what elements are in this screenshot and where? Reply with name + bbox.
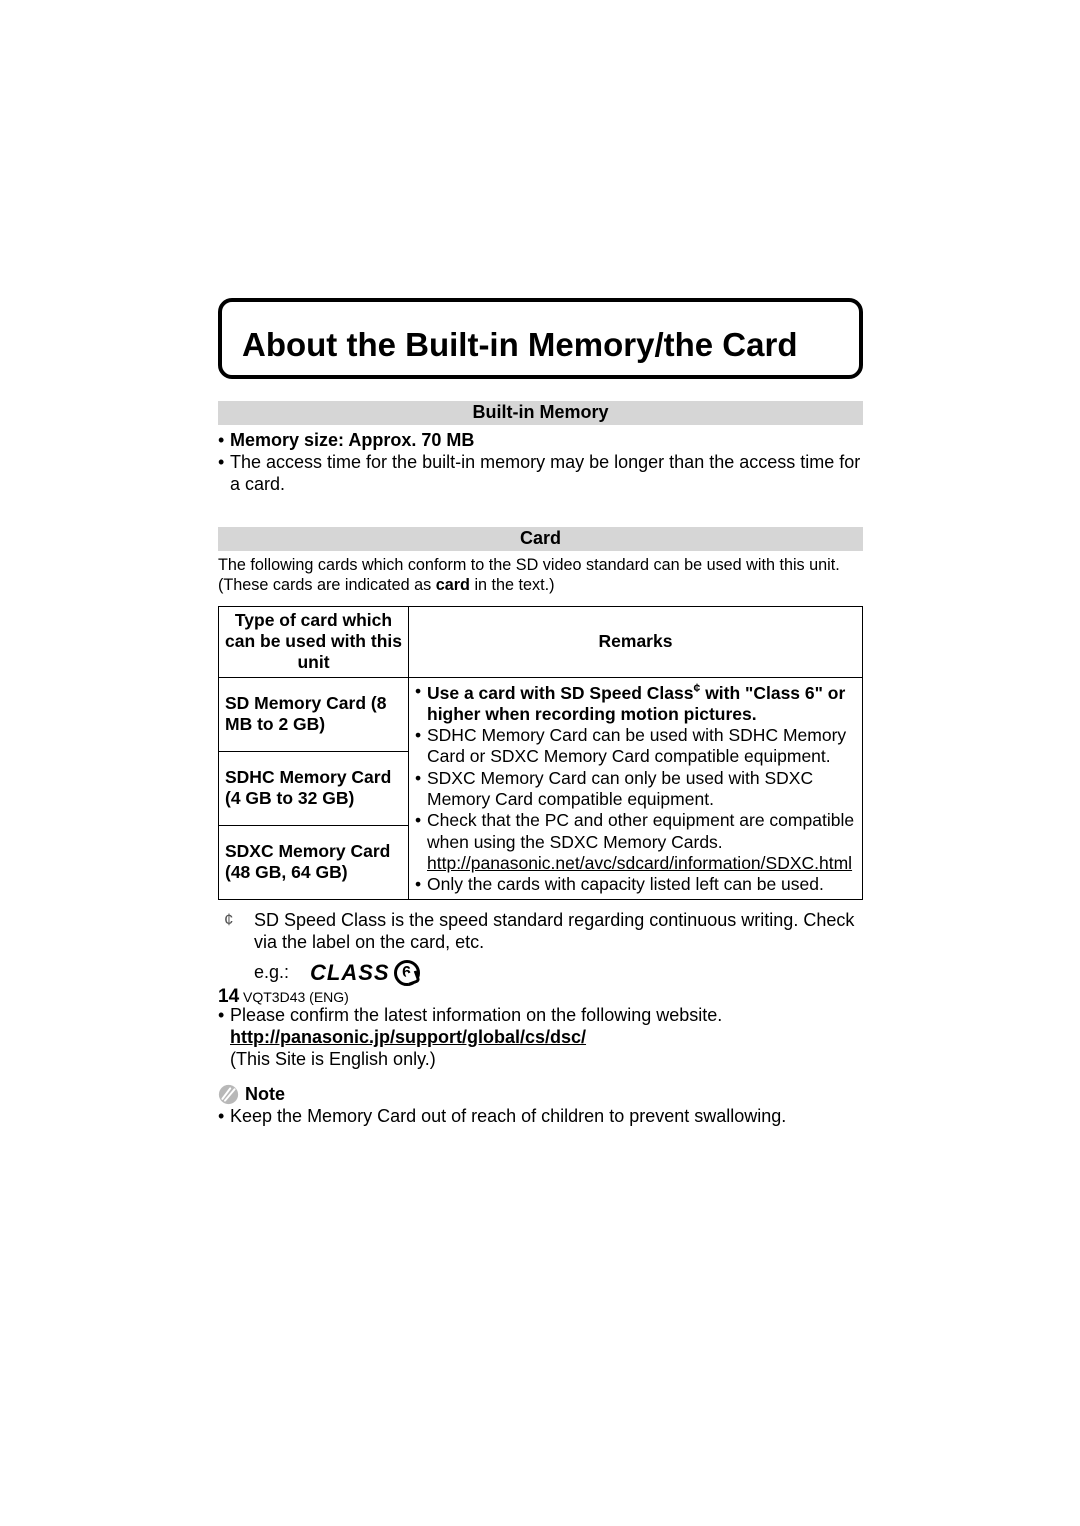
card-intro: The following cards which conform to the… xyxy=(218,555,863,596)
confirm-url[interactable]: http://panasonic.jp/support/global/cs/ds… xyxy=(230,1027,586,1047)
card-type-sd: SD Memory Card (8 MB to 2 GB) xyxy=(219,677,409,751)
remarks-cell: • Use a card with SD Speed Class¢ with "… xyxy=(409,677,863,899)
remarks-b4: Check that the PC and other equipment ar… xyxy=(427,810,856,874)
page-title-box: About the Built-in Memory/the Card xyxy=(218,298,863,379)
table-header-row: Type of card which can be used with this… xyxy=(219,606,863,677)
eg-label: e.g.: xyxy=(218,962,310,983)
class-circle-icon: 6 xyxy=(394,960,420,986)
section-header-card: Card xyxy=(218,527,863,551)
bullet-icon: • xyxy=(415,681,427,726)
footnote-text: SD Speed Class is the speed standard reg… xyxy=(254,910,863,954)
col-header-type: Type of card which can be used with this… xyxy=(219,606,409,677)
confirm-block: • Please confirm the latest information … xyxy=(218,1004,863,1070)
bullet-icon: • xyxy=(218,429,230,451)
footnote-mark: ¢ xyxy=(218,910,254,954)
bullet-icon: • xyxy=(415,810,427,874)
bullet-icon: • xyxy=(218,1105,230,1127)
confirm-note: (This Site is English only.) xyxy=(230,1049,436,1069)
memory-card-table: Type of card which can be used with this… xyxy=(218,606,863,900)
page-number: 14 xyxy=(218,986,239,1007)
bullet-note: • Keep the Memory Card out of reach of c… xyxy=(218,1105,863,1127)
remarks-b1: Use a card with SD Speed Class¢ with "Cl… xyxy=(427,681,856,726)
bullet-icon: • xyxy=(415,768,427,811)
table-row: SD Memory Card (8 MB to 2 GB) • Use a ca… xyxy=(219,677,863,751)
bullet-icon: • xyxy=(218,1004,230,1070)
sd-class-icon: CLASS 6 xyxy=(310,960,420,986)
footnote: ¢ SD Speed Class is the speed standard r… xyxy=(218,910,863,954)
remarks-b3: SDXC Memory Card can only be used with S… xyxy=(427,768,856,811)
note-icon xyxy=(218,1084,239,1105)
page-title: About the Built-in Memory/the Card xyxy=(242,328,839,363)
confirm-body: Please confirm the latest information on… xyxy=(230,1004,722,1070)
remarks-bullet-1: • Use a card with SD Speed Class¢ with "… xyxy=(415,681,856,726)
card-intro-line1: The following cards which conform to the… xyxy=(218,555,863,575)
memory-size-label: Memory size: Approx. 70 MB xyxy=(230,429,474,451)
bullet-memory-size: • Memory size: Approx. 70 MB xyxy=(218,429,863,451)
remarks-bullet-2: • SDHC Memory Card can be used with SDHC… xyxy=(415,725,856,768)
card-type-sdhc: SDHC Memory Card (4 GB to 32 GB) xyxy=(219,751,409,825)
bullet-access-time: • The access time for the built-in memor… xyxy=(218,451,863,495)
bullet-confirm: • Please confirm the latest information … xyxy=(218,1004,863,1070)
card-type-sdxc: SDXC Memory Card (48 GB, 64 GB) xyxy=(219,825,409,899)
builtin-memory-body: • Memory size: Approx. 70 MB • The acces… xyxy=(218,429,863,495)
doc-id: VQT3D43 (ENG) xyxy=(243,989,349,1005)
class-word: CLASS xyxy=(310,960,390,986)
remarks-b2: SDHC Memory Card can be used with SDHC M… xyxy=(427,725,856,768)
access-time-text: The access time for the built-in memory … xyxy=(230,451,863,495)
note-body: • Keep the Memory Card out of reach of c… xyxy=(218,1105,863,1127)
section-header-builtin: Built-in Memory xyxy=(218,401,863,425)
note-body-text: Keep the Memory Card out of reach of chi… xyxy=(230,1105,786,1127)
bullet-icon: • xyxy=(415,725,427,768)
bullet-icon: • xyxy=(415,874,427,895)
card-intro-line2: (These cards are indicated as card in th… xyxy=(218,575,863,595)
page-footer: 14 VQT3D43 (ENG) xyxy=(218,986,349,1008)
remarks-b5: Only the cards with capacity listed left… xyxy=(427,874,824,895)
note-heading: Note xyxy=(218,1084,863,1105)
remarks-bullet-4: • Check that the PC and other equipment … xyxy=(415,810,856,874)
example-row: e.g.: CLASS 6 xyxy=(218,960,863,986)
remarks-url[interactable]: http://panasonic.net/avc/sdcard/informat… xyxy=(427,853,852,873)
remarks-bullet-5: • Only the cards with capacity listed le… xyxy=(415,874,856,895)
bullet-icon: • xyxy=(218,451,230,495)
remarks-bullet-3: • SDXC Memory Card can only be used with… xyxy=(415,768,856,811)
col-header-remarks: Remarks xyxy=(409,606,863,677)
note-label: Note xyxy=(245,1084,285,1105)
